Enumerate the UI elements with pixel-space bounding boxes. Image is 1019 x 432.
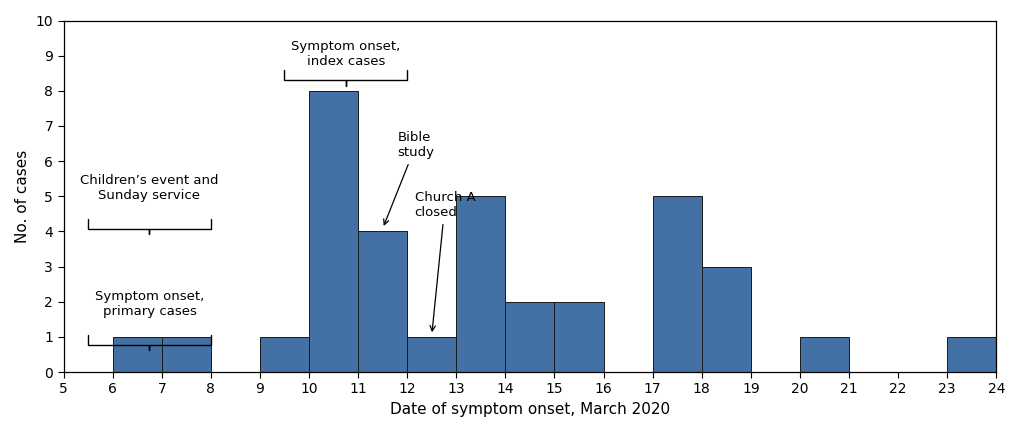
Bar <box>112 337 162 372</box>
Bar <box>455 196 504 372</box>
Bar <box>799 337 848 372</box>
Bar <box>260 337 309 372</box>
Text: Children’s event and
Sunday service: Children’s event and Sunday service <box>81 174 218 202</box>
Bar <box>309 91 358 372</box>
Bar <box>701 267 750 372</box>
X-axis label: Date of symptom onset, March 2020: Date of symptom onset, March 2020 <box>389 402 669 417</box>
Bar <box>554 302 603 372</box>
Bar <box>947 337 996 372</box>
Bar <box>652 196 701 372</box>
Text: Symptom onset,
primary cases: Symptom onset, primary cases <box>95 289 204 318</box>
Text: Church A
closed: Church A closed <box>414 191 475 331</box>
Text: Symptom onset,
index cases: Symptom onset, index cases <box>291 40 400 68</box>
Bar <box>504 302 554 372</box>
Text: Bible
study: Bible study <box>383 131 434 225</box>
Y-axis label: No. of cases: No. of cases <box>15 149 30 243</box>
Bar <box>358 232 407 372</box>
Bar <box>407 337 455 372</box>
Bar <box>162 337 211 372</box>
